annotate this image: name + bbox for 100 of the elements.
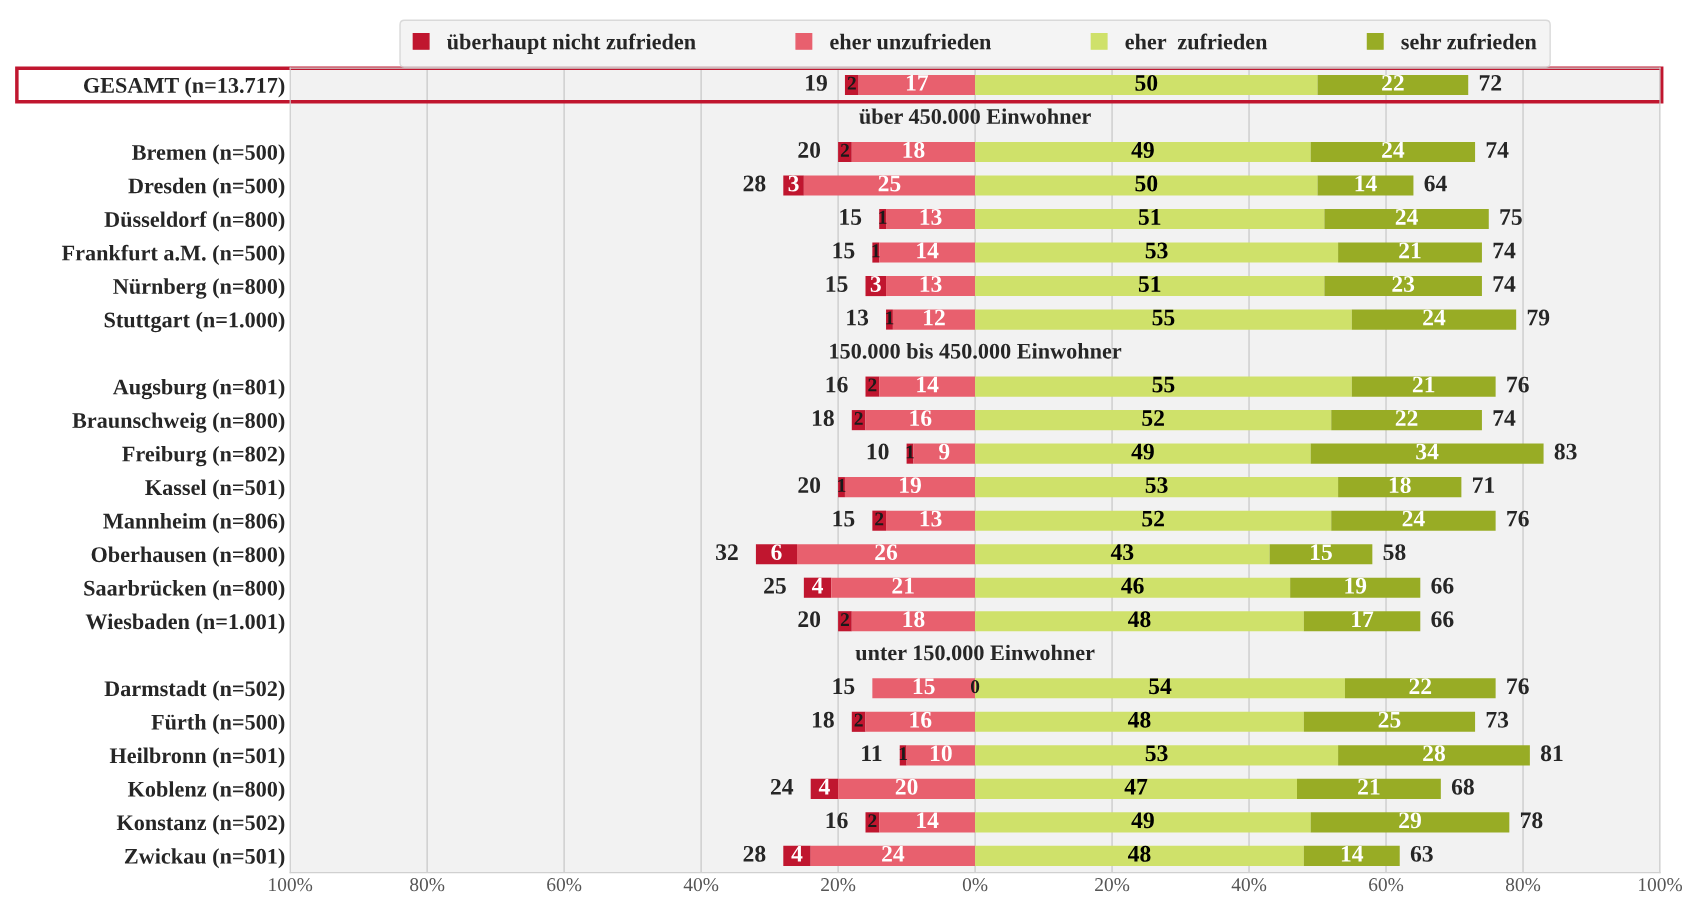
data-label: 14 xyxy=(917,242,939,259)
bar xyxy=(975,309,1352,330)
data-label: 49 xyxy=(1131,443,1154,460)
text: 66 xyxy=(1431,577,1454,594)
data-label: 19 xyxy=(900,477,921,494)
bar xyxy=(803,175,976,196)
text: 18 xyxy=(812,410,834,427)
data-label: 49 xyxy=(1131,142,1154,158)
text: 13 xyxy=(847,309,869,326)
data-label: 3 xyxy=(788,175,799,192)
data-label: 12 xyxy=(924,309,945,326)
y-tick-label: Stuttgart (n=1.000) xyxy=(104,311,285,333)
bar xyxy=(886,276,976,297)
y-tick-label: Düsseldorf (n=800) xyxy=(104,211,285,232)
text: 66 xyxy=(1431,611,1454,628)
y-tick-label: Heilbronn (n=501) xyxy=(109,747,285,768)
y-tick-label: Saarbrücken (n=800) xyxy=(84,580,285,601)
data-label: 51 xyxy=(1138,276,1161,292)
legend-label: sehr zufrieden xyxy=(1401,33,1537,50)
bar xyxy=(975,812,1311,833)
y-tick-label: Kassel (n=501) xyxy=(145,479,285,500)
data-label: 13 xyxy=(920,510,942,527)
bar xyxy=(1324,276,1482,297)
y-tick-label: Konstanz (n=502) xyxy=(116,814,285,835)
data-label: 10 xyxy=(930,745,952,762)
x-tick-label: 100% xyxy=(269,878,313,892)
bar xyxy=(879,376,976,397)
x-tick-label: 80% xyxy=(1505,878,1541,892)
data-label: 46 xyxy=(1121,577,1144,594)
data-label: 50 xyxy=(1135,175,1158,192)
data-label: 25 xyxy=(1378,711,1401,728)
text: 68 xyxy=(1451,778,1474,795)
y-tick-label: GESAMT (n=13.717) xyxy=(83,77,285,98)
data-label: 2 xyxy=(868,378,877,392)
data-label: 24 xyxy=(1402,510,1425,527)
y-tick-label: Koblenz (n=800) xyxy=(127,781,285,802)
text: 25 xyxy=(764,577,786,594)
x-tick-label: 0% xyxy=(962,878,988,892)
y-tick-label: Freiburg (n=802) xyxy=(122,445,285,467)
bar xyxy=(1303,845,1400,866)
data-label: 2 xyxy=(868,814,877,828)
data-label: 20 xyxy=(895,778,918,795)
text: 72 xyxy=(1479,74,1502,91)
bar xyxy=(1297,778,1441,799)
text: 73 xyxy=(1486,711,1509,728)
bar xyxy=(858,74,976,95)
bar xyxy=(865,711,976,732)
text: 32 xyxy=(716,544,738,561)
data-label: 53 xyxy=(1145,477,1168,494)
bar xyxy=(975,410,1332,431)
data-label: 1 xyxy=(899,747,908,760)
data-label: 21 xyxy=(892,577,914,594)
data-label: 53 xyxy=(1145,745,1168,762)
data-label: 47 xyxy=(1124,778,1148,795)
x-tick-label: 20% xyxy=(1095,878,1130,892)
annotation: 150.000 bis 450.000 Einwohner xyxy=(830,343,1122,359)
data-label: 17 xyxy=(1352,611,1374,627)
data-label: 28 xyxy=(1423,745,1446,762)
text: 74 xyxy=(1493,242,1516,259)
bar xyxy=(851,611,976,632)
bar xyxy=(975,778,1297,799)
data-label: 1 xyxy=(838,479,846,492)
text: 58 xyxy=(1383,544,1406,561)
x-tick-label: 20% xyxy=(821,878,856,892)
text: 81 xyxy=(1540,745,1563,762)
bar xyxy=(975,74,1318,95)
bar xyxy=(865,410,976,431)
text: 11 xyxy=(862,745,882,761)
data-label: 54 xyxy=(1149,678,1172,695)
data-label: 15 xyxy=(1311,544,1332,561)
text: 10 xyxy=(867,443,889,460)
text: 20 xyxy=(798,477,821,494)
data-label: 55 xyxy=(1152,309,1175,326)
data-label: 4 xyxy=(791,846,803,862)
data-label: 4 xyxy=(811,577,824,594)
bar xyxy=(797,544,976,565)
bar xyxy=(1310,141,1476,163)
bar xyxy=(975,611,1304,632)
data-label: 24 xyxy=(882,845,905,862)
bar xyxy=(1338,477,1462,498)
data-label: 48 xyxy=(1127,711,1151,728)
data-label: 55 xyxy=(1152,376,1175,393)
text: 76 xyxy=(1507,376,1529,393)
data-label: 26 xyxy=(875,544,898,561)
x-tick-label: 40% xyxy=(1231,878,1267,892)
bar xyxy=(879,242,976,263)
text: 74 xyxy=(1486,142,1509,158)
text: 20 xyxy=(798,141,821,158)
text: 19 xyxy=(806,74,827,91)
data-label: 50 xyxy=(1135,74,1158,91)
bar xyxy=(886,510,976,531)
bar xyxy=(1317,175,1414,196)
bar xyxy=(975,141,1311,163)
y-tick-label: Darmstadt (n=502) xyxy=(104,680,285,701)
data-label: 52 xyxy=(1142,510,1164,527)
data-label: 29 xyxy=(1399,812,1421,829)
text: 15 xyxy=(840,209,862,225)
x-tick-label: 60% xyxy=(547,878,582,892)
data-label: 2 xyxy=(875,512,884,526)
bar xyxy=(1310,443,1544,464)
